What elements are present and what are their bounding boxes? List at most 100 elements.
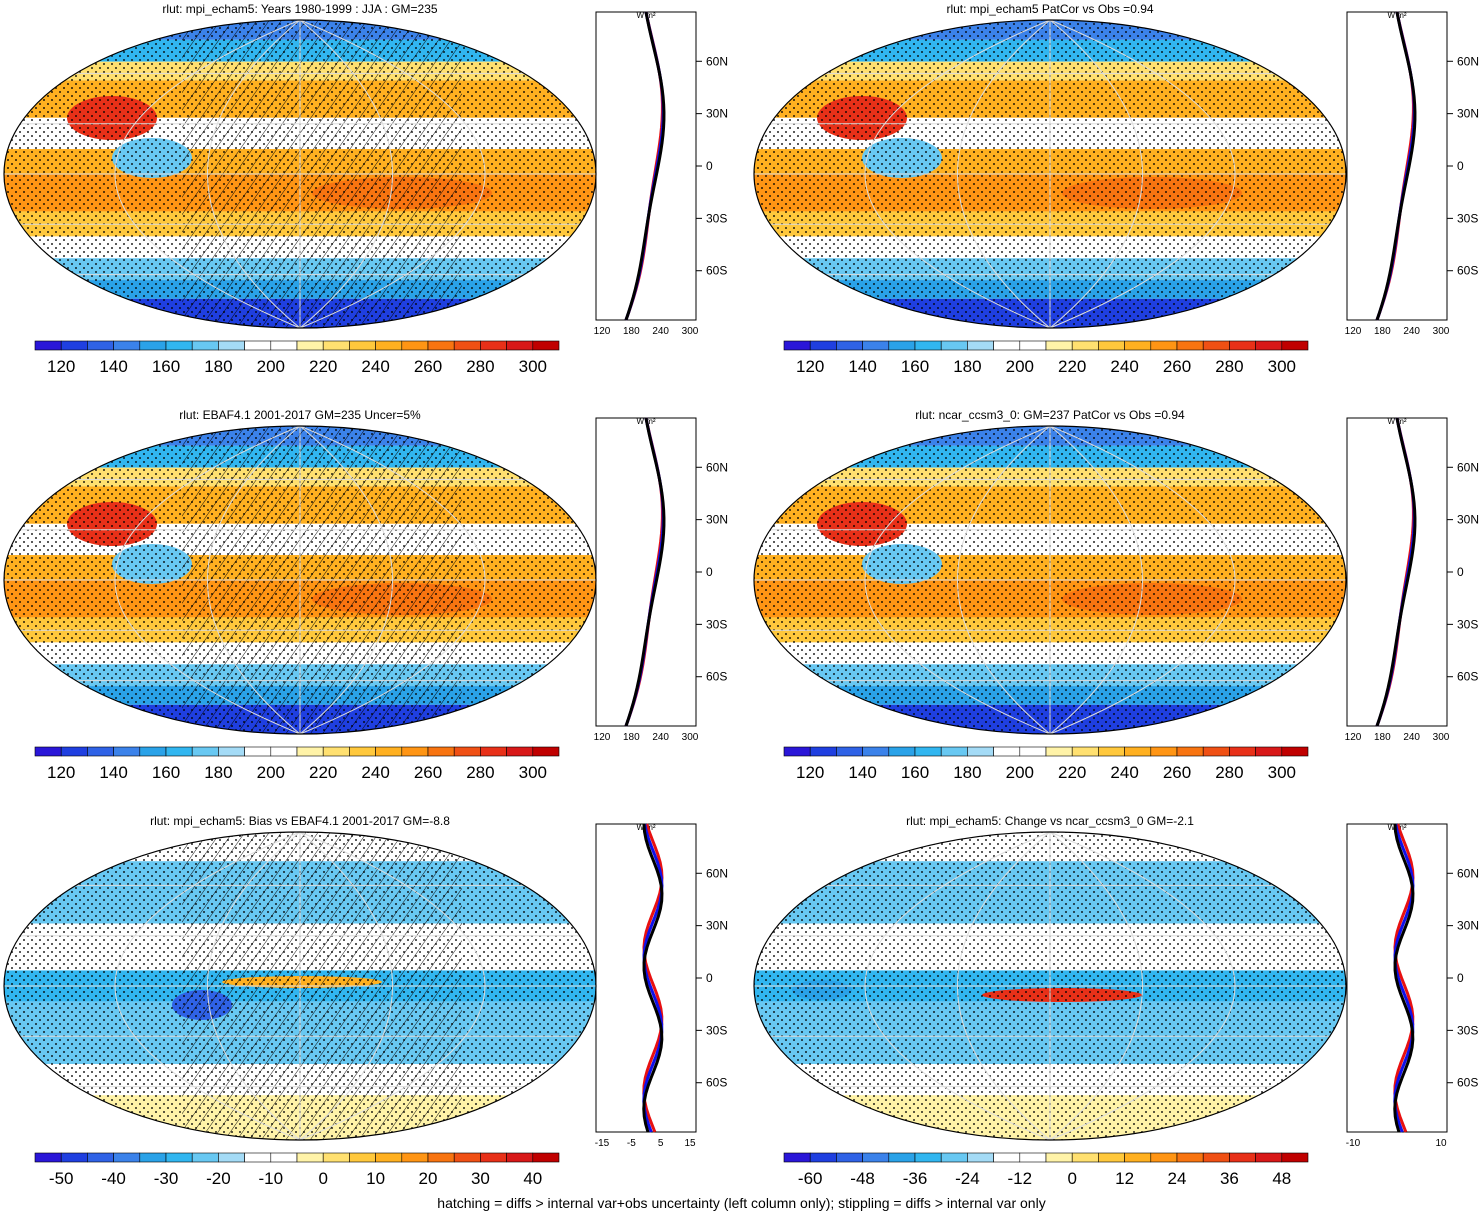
colorbar-tick-label: 120 bbox=[796, 357, 824, 376]
colorbar-tick-label: -40 bbox=[101, 1169, 126, 1188]
colorbar-tick-label: 240 bbox=[361, 357, 389, 376]
lat-tick-label: 30N bbox=[706, 919, 728, 933]
lat-tick-label: 60S bbox=[706, 1076, 727, 1090]
colorbar-tick-label: 12 bbox=[1115, 1169, 1134, 1188]
colorbar-tick-label: 160 bbox=[901, 763, 929, 782]
colorbar-tick-label: -20 bbox=[206, 1169, 231, 1188]
lat-tick-label: 60S bbox=[706, 264, 727, 278]
colorbar: -60-48-36-24-1201224364860 bbox=[783, 1152, 1309, 1188]
profile-tick-label: 240 bbox=[652, 326, 669, 337]
colorbar-tick-label: 48 bbox=[1272, 1169, 1291, 1188]
profile-line bbox=[624, 417, 666, 727]
lat-tick-label: 30S bbox=[706, 617, 727, 631]
colorbar-tick-label: 180 bbox=[953, 763, 981, 782]
colorbar-tick-label: 140 bbox=[99, 357, 127, 376]
colorbar-tick-label: 120 bbox=[47, 763, 75, 782]
colorbar: 120140160180200220240260280300320 bbox=[783, 340, 1309, 376]
panel-title: rlut: mpi_echam5 PatCor vs Obs =0.94 bbox=[946, 2, 1154, 16]
robinson-map bbox=[753, 831, 1347, 1141]
profile-tick-label: 180 bbox=[1374, 326, 1391, 337]
profile-tick-label: 120 bbox=[1345, 732, 1362, 743]
lat-tick-label: 0 bbox=[1457, 565, 1464, 579]
colorbar-tick-label: 220 bbox=[1058, 357, 1086, 376]
colorbar-tick-label: 10 bbox=[366, 1169, 385, 1188]
panel-title: rlut: mpi_echam5: Years 1980-1999 : JJA … bbox=[162, 2, 438, 16]
profile-tick-label: 180 bbox=[623, 326, 640, 337]
colorbar-tick-label: 160 bbox=[901, 357, 929, 376]
profile-tick-label: 240 bbox=[1403, 732, 1420, 743]
colorbar: 120140160180200220240260280300320 bbox=[783, 746, 1309, 782]
profile-tick-label: 300 bbox=[682, 732, 699, 743]
profile-tick-label: 300 bbox=[682, 326, 699, 337]
colorbar-tick-label: 180 bbox=[204, 763, 232, 782]
colorbar-tick-label: 36 bbox=[1220, 1169, 1239, 1188]
colorbar-tick-label: 160 bbox=[152, 763, 180, 782]
robinson-map bbox=[3, 19, 597, 329]
lat-tick-label: 60N bbox=[706, 866, 728, 880]
lat-tick-label: 60S bbox=[1457, 1076, 1478, 1090]
colorbar-tick-label: -12 bbox=[1008, 1169, 1033, 1188]
colorbar-tick-label: -10 bbox=[259, 1169, 284, 1188]
profile-tick-label: 300 bbox=[1433, 732, 1450, 743]
lat-tick-label: 30S bbox=[1457, 1023, 1478, 1037]
colorbar-tick-label: 280 bbox=[466, 357, 494, 376]
colorbar-tick-label: 220 bbox=[309, 357, 337, 376]
colorbar-tick-label: 300 bbox=[519, 357, 547, 376]
colorbar-tick-label: 220 bbox=[309, 763, 337, 782]
colorbar-tick-label: 300 bbox=[1268, 763, 1296, 782]
colorbar-tick-label: 260 bbox=[414, 357, 442, 376]
profile-line bbox=[624, 11, 666, 321]
colorbar-tick-label: 0 bbox=[1067, 1169, 1076, 1188]
profile-line bbox=[1375, 417, 1417, 727]
robinson-map bbox=[753, 425, 1347, 735]
colorbar-tick-label: 24 bbox=[1168, 1169, 1187, 1188]
colorbar-tick-label: 300 bbox=[519, 763, 547, 782]
panel-title: rlut: ncar_ccsm3_0: GM=237 PatCor vs Obs… bbox=[915, 408, 1185, 422]
profile-tick-label: -10 bbox=[1346, 1138, 1361, 1149]
lat-tick-label: 30S bbox=[1457, 617, 1478, 631]
profile-line bbox=[1393, 823, 1415, 1133]
lat-tick-label: 60S bbox=[706, 670, 727, 684]
lat-tick-label: 60N bbox=[706, 460, 728, 474]
colorbar: 120140160180200220240260280300320 bbox=[34, 340, 560, 376]
lat-tick-label: 30N bbox=[706, 107, 728, 121]
profile-tick-label: 120 bbox=[1345, 326, 1362, 337]
colorbar-tick-label: 260 bbox=[414, 763, 442, 782]
panel-title: rlut: mpi_echam5: Change vs ncar_ccsm3_0… bbox=[906, 814, 1194, 828]
colorbar-tick-label: 140 bbox=[848, 357, 876, 376]
lat-tick-label: 0 bbox=[706, 565, 713, 579]
colorbar-tick-label: 200 bbox=[1006, 357, 1034, 376]
lat-tick-label: 0 bbox=[1457, 971, 1464, 985]
colorbar-tick-label: 200 bbox=[257, 763, 285, 782]
colorbar-tick-label: 220 bbox=[1058, 763, 1086, 782]
profile-tick-label: 240 bbox=[652, 732, 669, 743]
lat-tick-label: 60N bbox=[1457, 866, 1479, 880]
colorbar-tick-label: 280 bbox=[1215, 357, 1243, 376]
colorbar-tick-label: 180 bbox=[204, 357, 232, 376]
lat-tick-label: 60N bbox=[1457, 460, 1479, 474]
colorbar-tick-label: 140 bbox=[99, 763, 127, 782]
colorbar-tick-label: -30 bbox=[154, 1169, 179, 1188]
colorbar-tick-label: 240 bbox=[1110, 357, 1138, 376]
lat-tick-label: 30N bbox=[1457, 513, 1479, 527]
profile-line bbox=[1375, 11, 1417, 321]
robinson-map bbox=[3, 831, 597, 1141]
lat-tick-label: 30N bbox=[1457, 919, 1479, 933]
profile-tick-label: -15 bbox=[595, 1138, 610, 1149]
profile-tick-label: 120 bbox=[594, 326, 611, 337]
colorbar-tick-label: 30 bbox=[471, 1169, 490, 1188]
colorbar-tick-label: -48 bbox=[850, 1169, 875, 1188]
colorbar-tick-label: -24 bbox=[955, 1169, 980, 1188]
lat-tick-label: 30N bbox=[706, 513, 728, 527]
lat-tick-label: 0 bbox=[1457, 159, 1464, 173]
profile-tick-label: -5 bbox=[627, 1138, 636, 1149]
profile-tick-label: 5 bbox=[658, 1138, 664, 1149]
lat-tick-label: 30S bbox=[1457, 211, 1478, 225]
lat-tick-label: 60S bbox=[1457, 264, 1478, 278]
colorbar-tick-label: 260 bbox=[1163, 357, 1191, 376]
